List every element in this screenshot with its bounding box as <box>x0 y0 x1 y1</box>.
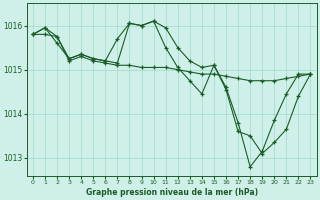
X-axis label: Graphe pression niveau de la mer (hPa): Graphe pression niveau de la mer (hPa) <box>86 188 258 197</box>
